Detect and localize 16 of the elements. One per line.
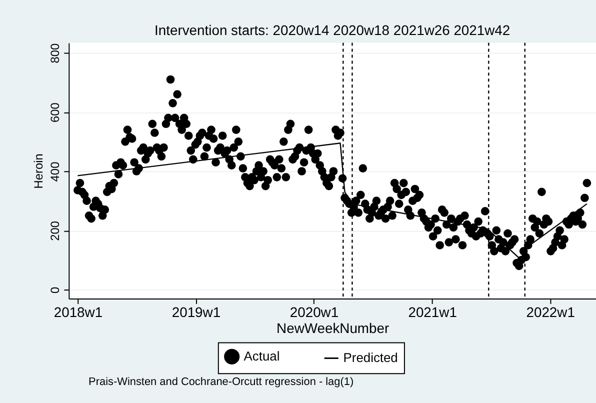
text: Prais-Winsten and Cochrane-Orcutt regression - lag(1) — [88, 376, 354, 388]
y-tick-label: 0 — [48, 286, 62, 294]
legend-label: Actual — [244, 348, 280, 364]
y-tick-label: 200 — [48, 220, 62, 241]
x-tick-label: 2018w1 — [54, 304, 103, 320]
y-tick-label: 400 — [48, 161, 62, 182]
x-tick-label: 2019w1 — [172, 304, 221, 320]
x-tick-label: 2021w1 — [408, 304, 458, 320]
y-axis-title: Heroin — [31, 154, 46, 189]
chart-title: Intervention starts: 2020w14 2020w18 2021w26 2021w42 — [154, 22, 510, 38]
x-tick-label: 2022w1 — [526, 304, 576, 320]
y-tick-label: 800 — [48, 43, 62, 64]
legend-label: Predicted — [343, 350, 398, 366]
x-tick-label: 2020w1 — [290, 304, 339, 320]
x-axis-title: NewWeekNumber — [276, 320, 390, 336]
y-tick-label: 600 — [48, 102, 62, 123]
